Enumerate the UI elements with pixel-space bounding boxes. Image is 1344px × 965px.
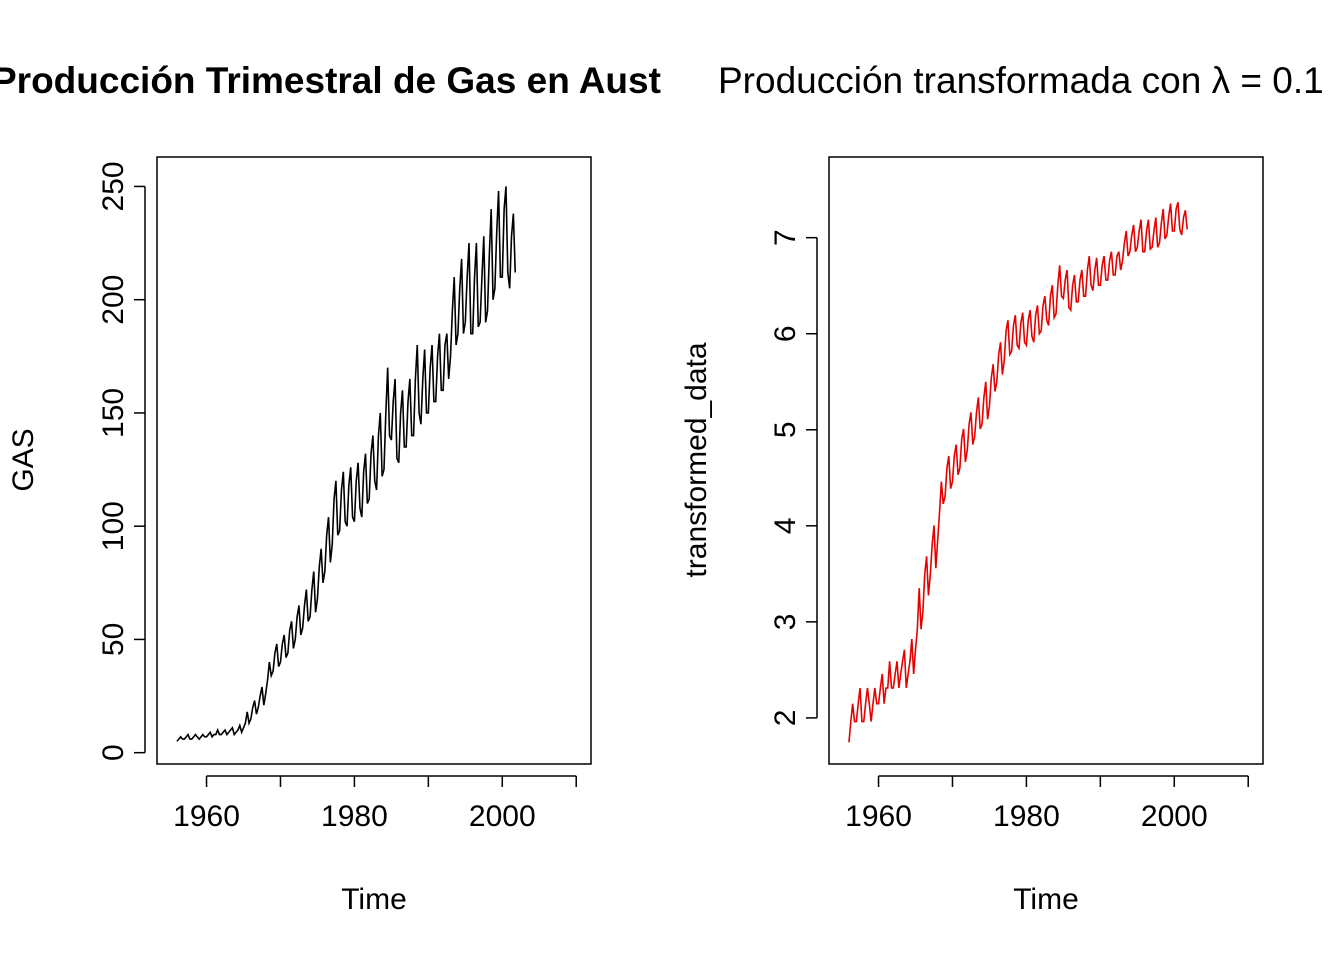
- right-plot-box: [828, 156, 1264, 765]
- right-x-tick-label: 1980: [993, 800, 1060, 833]
- left-y-tick-label: 0: [97, 744, 130, 761]
- left-panel: Producción Trimestral de Gas en Aust 196…: [0, 60, 661, 916]
- left-y-tick-label: 100: [97, 501, 130, 551]
- right-x-tick-label: 2000: [1141, 800, 1208, 833]
- right-x-axis-label: Time: [1013, 883, 1079, 916]
- left-y-tick-label: 50: [97, 623, 130, 656]
- title-clip-mask: [672, 40, 712, 110]
- right-y-tick-label: 4: [769, 517, 802, 534]
- left-chart-title: Producción Trimestral de Gas en Aust: [0, 60, 661, 101]
- left-y-tick-label: 250: [97, 161, 130, 211]
- right-y-tick-label: 3: [769, 614, 802, 631]
- transformed-series-line: [848, 201, 1189, 743]
- left-x-tick-label: 1980: [321, 800, 388, 833]
- right-y-tick-label: 2: [769, 710, 802, 727]
- right-y-axis: 2 3 4 5 6 7: [769, 229, 818, 727]
- left-y-tick-label: 150: [97, 388, 130, 438]
- left-y-tick-label: 200: [97, 275, 130, 325]
- right-chart-title: Producción transformada con λ = 0.1: [718, 60, 1324, 101]
- right-panel: Producción transformada con λ = 0.1 1960…: [680, 60, 1324, 916]
- left-y-axis: 0 50 100 150 200 250: [97, 161, 146, 761]
- left-x-tick-label: 1960: [173, 800, 240, 833]
- right-y-axis-label: transformed_data: [680, 342, 713, 577]
- right-x-axis: 1960 1980 2000: [845, 775, 1249, 833]
- right-y-tick-label: 5: [769, 421, 802, 438]
- right-x-tick-label: 1960: [845, 800, 912, 833]
- right-y-tick-label: 6: [769, 325, 802, 342]
- left-x-tick-label: 2000: [469, 800, 536, 833]
- left-y-axis-label: GAS: [7, 428, 40, 491]
- right-y-tick-label: 7: [769, 229, 802, 246]
- left-x-axis-label: Time: [341, 883, 407, 916]
- left-plot-box: [156, 156, 592, 765]
- gas-series-line: [176, 186, 517, 742]
- left-x-axis: 1960 1980 2000: [173, 775, 577, 833]
